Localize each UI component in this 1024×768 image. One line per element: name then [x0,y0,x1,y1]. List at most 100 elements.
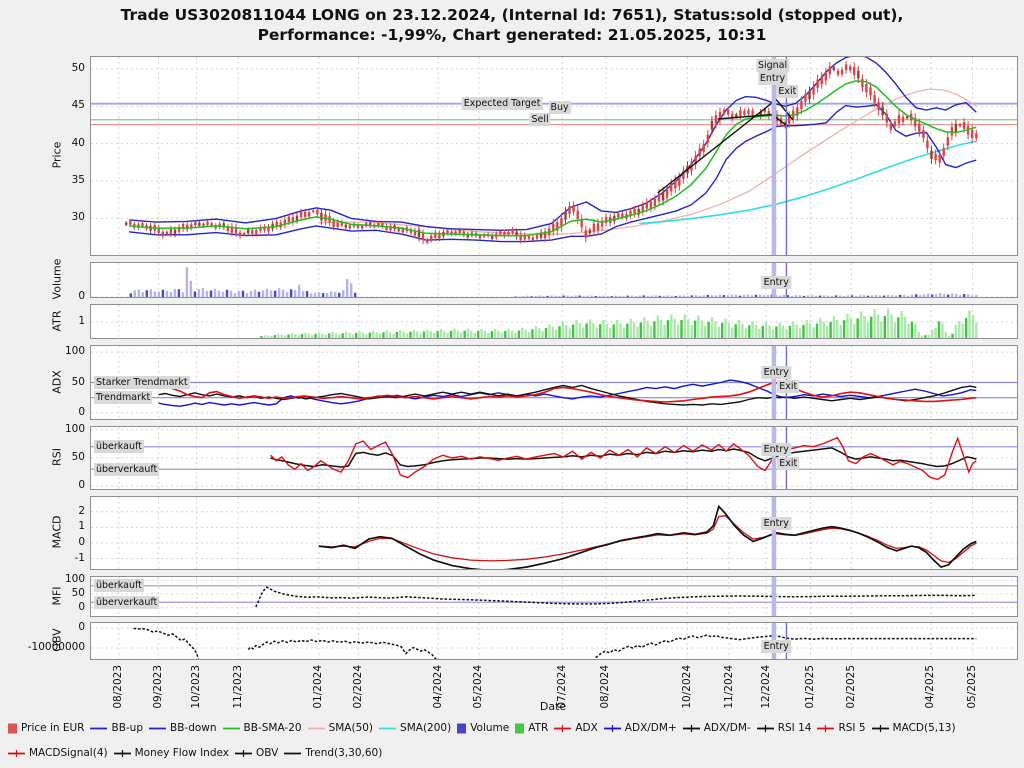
x-tick-label: 05/2024 [472,665,485,709]
y-axis-label-mfi: MFI [50,585,64,606]
y-tick-label: 0 [78,290,85,302]
obv-plot [91,623,1017,659]
legend-label: ADX [575,722,598,734]
legend-item-rsi-5: RSI 5 [817,722,866,734]
chart-title-line-2: Performance: -1,99%, Chart generated: 21… [257,26,767,44]
chart-title: Trade US3020811044 LONG on 23.12.2024, (… [0,5,1024,45]
y-tick-label: 30 [71,211,85,224]
x-axis-label: Date [539,700,567,713]
x-tick-label: 12/2024 [759,665,772,709]
mfi-plot [91,577,1017,616]
adx-panel: Starker Trendmarkt Trendmarkt Entry Exit [90,345,1018,420]
annotation-sell: Sell [529,113,551,127]
y-axis-label-atr: ATR [50,309,64,332]
series-MACDSignal(4) [318,515,977,564]
legend-item-sma-200-: SMA(200) [379,722,451,734]
series-RSI 5 [270,436,977,481]
series-BB-up [128,57,977,232]
legend-label: Money Flow Index [134,747,229,759]
legend-item-bb-sma-20: BB-SMA-20 [222,722,302,734]
x-tick-label: 08/2023 [112,665,125,709]
legend-item-sma-50-: SMA(50) [307,722,374,734]
legend-marker-icon [8,723,17,734]
legend-item-volume: Volume [457,722,509,734]
x-tick-label: 11/2023 [231,665,244,709]
x-tick-label: 11/2024 [722,665,735,709]
legend-marker-icon [457,723,467,734]
annotation-überkauft: überkauft [94,440,144,454]
legend-item-bb-up: BB-up [90,722,143,734]
legend-row-2: MACDSignal(4) Money Flow Index OBV Trend(3,… [8,747,382,759]
legend-marker-icon [8,748,25,759]
annotation-überverkauft: überverkauft [94,462,160,476]
series-SMA(200) [639,140,977,225]
candles [125,61,978,245]
annotation-entry: Entry [761,443,791,456]
x-tick-label: 02/2025 [844,665,857,709]
legend-marker-icon [307,723,325,734]
legend-label: ADX/DM+ [624,722,677,734]
legend-item-macd-5-13-: MACD(5,13) [871,722,956,734]
legend-marker-icon [90,723,108,734]
y-tick-label: 100 [64,573,85,586]
legend-marker-icon [554,723,572,734]
series-OBV [595,634,977,659]
legend-item-trend-3-30-60-: Trend(3,30,60) [284,747,382,759]
legend-label: SMA(50) [328,722,374,734]
legend-item-adx-dm-: ADX/DM- [682,722,751,734]
legend-marker-icon [234,748,252,759]
series-Money Flow Index [255,586,977,608]
legend-marker-icon [817,723,835,734]
x-tick-label: 04/2024 [431,665,444,709]
atr-panel [90,304,1018,339]
y-axis-label-rsi: RSI [50,448,64,466]
volume-plot [91,263,1017,297]
x-tick-label: 09/2023 [152,665,165,709]
series-OBV [133,627,200,659]
legend-item-adx: ADX [554,722,598,734]
series-OBV [247,639,437,659]
y-tick-label: 2 [78,504,85,517]
legend-label: RSI 5 [838,722,866,734]
x-tick-label: 04/2025 [924,665,937,709]
y-tick-label: 0 [78,600,85,613]
legend-item-price-in-eur: Price in EUR [8,722,84,734]
y-tick-label: 0 [78,535,85,548]
legend-item-bb-down: BB-down [149,722,217,734]
macd-plot [91,497,1017,569]
legend-label: Volume [470,722,510,734]
legend-marker-icon [284,748,302,759]
annotation-buy: Buy [548,101,571,115]
series-ADX [158,381,977,403]
annotation-überverkauft: überverkauft [94,595,160,609]
y-tick-label: 50 [71,61,85,74]
y-axis-label-adx: ADX [50,369,64,394]
y-tick-label: 50 [71,587,85,600]
series-BB-down [128,104,977,243]
y-axis-label-macd: MACD [50,515,64,549]
legend-marker-icon [149,723,166,734]
rsi-panel: überkauft überverkauft Entry Exit [90,426,1018,490]
y-tick-label: 35 [71,174,85,187]
legend-label: OBV [255,747,279,759]
annotation-starker-trendmarkt: Starker Trendmarkt [94,376,190,389]
annotation-signal: Signal [755,59,790,72]
y-tick-label: 100 [64,422,85,435]
y-axis-label-obv: OBV [50,628,64,652]
legend-item-macdsignal-4-: MACDSignal(4) [8,747,108,759]
annotation-entry: Entry [761,640,791,653]
y-tick-label: -10000000 [27,641,85,653]
macd-panel: Entry [90,496,1018,570]
legend-label: SMA(200) [400,722,452,734]
x-tick-label: 01/2025 [804,665,816,709]
y-tick-label: 1 [78,314,85,327]
legend-label: BB-down [170,722,217,734]
legend-marker-icon [682,723,700,734]
series-MACD(5,13) [318,504,977,569]
legend-label: ATR [528,722,549,734]
x-tick-label: 10/2024 [680,665,693,709]
y-tick-label: 50 [71,451,85,463]
y-tick-label: 0 [78,479,85,492]
series-RSI 14 [270,447,977,468]
x-tick-label: 10/2023 [190,665,203,709]
